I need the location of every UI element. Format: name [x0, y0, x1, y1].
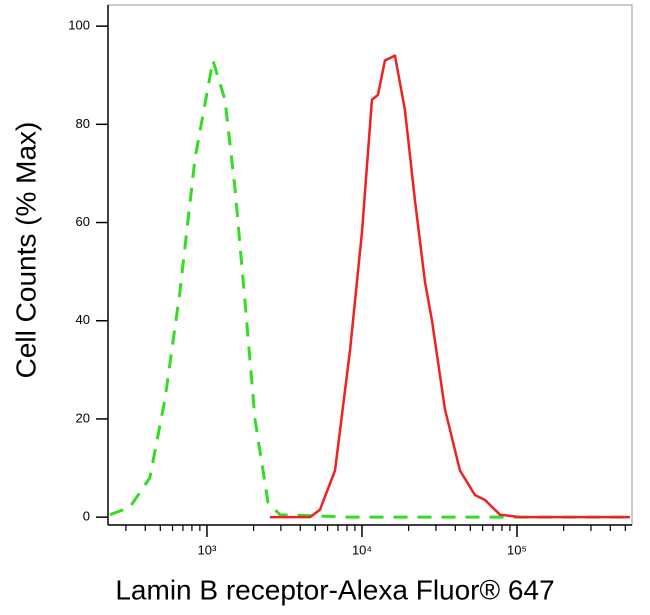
y-tick-label: 0 — [83, 509, 90, 524]
y-tick-label: 20 — [76, 410, 90, 425]
x-tick-label: 10⁴ — [352, 542, 372, 557]
x-tick-label: 10³ — [198, 542, 217, 557]
x-axis-title: Lamin B receptor-Alexa Fluor® 647 — [115, 574, 554, 605]
y-tick-label: 100 — [68, 18, 90, 33]
y-axis-title: Cell Counts (% Max) — [10, 122, 41, 379]
y-tick-label: 60 — [76, 214, 90, 229]
y-tick-label: 40 — [76, 312, 90, 327]
series-line — [269, 54, 630, 519]
series-line — [109, 58, 630, 519]
y-tick-label: 80 — [76, 116, 90, 131]
x-tick-label: 10⁵ — [507, 542, 527, 557]
plot-frame — [107, 4, 633, 526]
